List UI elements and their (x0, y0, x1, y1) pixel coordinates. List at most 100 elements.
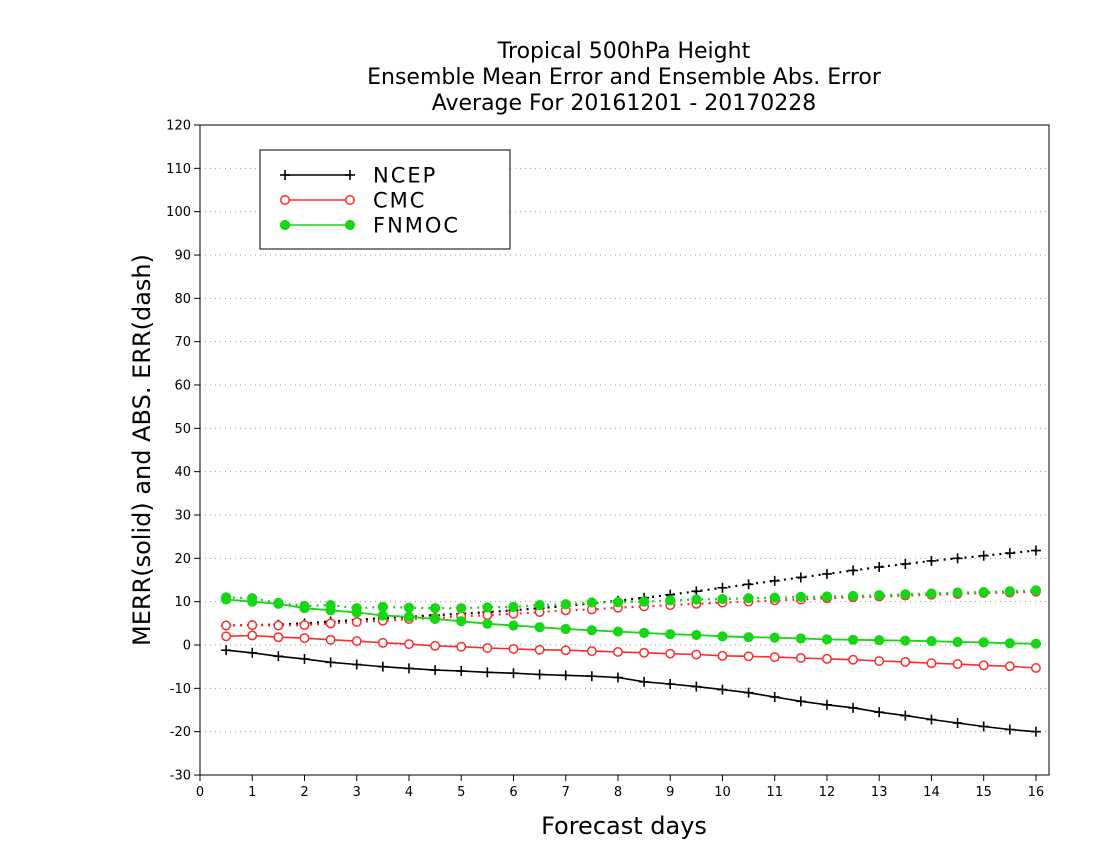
cmc-abserr-point (273, 620, 284, 631)
y-tick-label: 40 (174, 465, 191, 480)
cmc-abserr-point (299, 620, 310, 631)
legend-label-ncep: NCEP (373, 164, 437, 188)
cmc-abserr-line (226, 590, 1036, 627)
fnmoc-abserr-point (377, 601, 388, 612)
fnmoc-abserr-point (586, 597, 597, 608)
y-tick-label: 20 (174, 552, 191, 567)
open-circle-marker (280, 195, 290, 205)
cmc-abserr-point (247, 620, 258, 631)
cmc-abserr-series (221, 586, 1041, 631)
fnmoc-merr-point (691, 629, 702, 641)
ncep-abserr-point (1030, 545, 1041, 556)
fnmoc-merr-point (403, 611, 415, 622)
cmc-merr-point (848, 654, 859, 665)
fnmoc-merr-point (665, 629, 676, 640)
ncep-merr-point (743, 687, 754, 698)
cmc-merr-point (822, 653, 832, 664)
ncep-merr-point (848, 702, 859, 713)
fnmoc-merr-point (351, 607, 362, 618)
y-tick-label: -20 (170, 725, 191, 740)
fnmoc-abserr-point (482, 602, 493, 613)
ncep-merr-point (247, 647, 258, 658)
cmc-merr-point (926, 658, 937, 669)
y-axis-label: MERR(solid) and ABS. ERR(dash) (128, 254, 156, 646)
ncep-merr-point (430, 665, 441, 676)
cmc-merr-point (377, 637, 388, 648)
cmc-merr-point (639, 647, 650, 658)
ncep-abserr-point (848, 565, 859, 576)
x-tick-label: 14 (923, 785, 940, 800)
ncep-merr-point (926, 714, 937, 725)
x-tick-label: 10 (714, 785, 731, 800)
y-tick-label: -30 (170, 769, 191, 784)
x-tick-label: 1 (248, 785, 256, 800)
fnmoc-abserr-point (612, 597, 624, 608)
cmc-merr-point (743, 651, 754, 662)
fnmoc-merr-point (926, 636, 937, 647)
series-layer (221, 545, 1042, 737)
cmc-merr-point (560, 645, 571, 656)
legend-item-fnmoc: FNMOC (279, 214, 458, 238)
x-tick-label: 12 (819, 785, 836, 800)
ncep-merr-point (900, 710, 911, 721)
cmc-merr-point (613, 646, 623, 657)
ncep-merr-point (508, 668, 519, 679)
gridlines (200, 167, 1049, 733)
title-line-2: Ensemble Mean Error and Ensemble Abs. Er… (367, 65, 882, 90)
fnmoc-merr-point (377, 610, 388, 621)
ncep-merr-point (273, 651, 284, 662)
y-tick-label: 90 (174, 249, 191, 264)
x-tick-label: 2 (300, 785, 308, 800)
fnmoc-merr-point (638, 627, 650, 638)
cmc-merr-point (717, 650, 728, 661)
ncep-abserr-series (221, 545, 1041, 631)
ncep-merr-point (795, 696, 806, 707)
fnmoc-abserr-point (952, 587, 963, 598)
ncep-abserr-point (795, 572, 806, 583)
fnmoc-abserr-point (534, 600, 545, 611)
fnmoc-abserr-point (978, 587, 989, 598)
fnmoc-abserr-series (221, 585, 1042, 614)
ncep-merr-point (691, 681, 702, 692)
fnmoc-merr-point (456, 616, 467, 627)
fnmoc-abserr-point (508, 601, 519, 612)
ncep-merr-point (874, 707, 885, 718)
x-tick-label: 13 (871, 785, 888, 800)
y-tick-label: 80 (174, 292, 191, 307)
cmc-abserr-point (221, 620, 232, 631)
ncep-merr-point (299, 653, 310, 664)
cmc-merr-point (430, 640, 441, 651)
fnmoc-abserr-point (1030, 585, 1042, 596)
cmc-merr-point (299, 633, 310, 644)
ncep-merr-point (534, 669, 545, 680)
ncep-merr-point (560, 670, 571, 681)
fnmoc-merr-point (978, 637, 989, 648)
y-tick-label: 120 (166, 119, 191, 134)
ncep-abserr-point (952, 553, 963, 564)
cmc-merr-point (325, 634, 336, 645)
y-tick-label: 70 (174, 335, 191, 350)
ncep-abserr-point (926, 555, 937, 566)
ncep-merr-point (351, 659, 362, 670)
y-tick-label: 60 (174, 379, 191, 394)
open-circle-marker (345, 195, 355, 205)
fnmoc-abserr-point (874, 590, 885, 601)
ncep-merr-point (1030, 726, 1041, 737)
cmc-merr-point (404, 639, 414, 650)
fnmoc-merr-point (821, 634, 833, 645)
ncep-merr-point (769, 692, 780, 702)
fnmoc-abserr-point (560, 599, 571, 610)
fnmoc-abserr-line (226, 589, 1036, 610)
cmc-merr-point (874, 656, 885, 666)
x-axis-label: Forecast days (541, 812, 707, 840)
cmc-merr-point (221, 631, 232, 642)
y-tick-label: 50 (174, 422, 191, 437)
fnmoc-merr-series (221, 594, 1042, 649)
filled-circle-marker (279, 219, 291, 231)
fnmoc-abserr-point (456, 603, 467, 614)
fnmoc-abserr-point (665, 595, 676, 606)
ncep-merr-point (978, 721, 989, 732)
ncep-abserr-point (769, 575, 780, 586)
cmc-merr-point (247, 630, 258, 641)
